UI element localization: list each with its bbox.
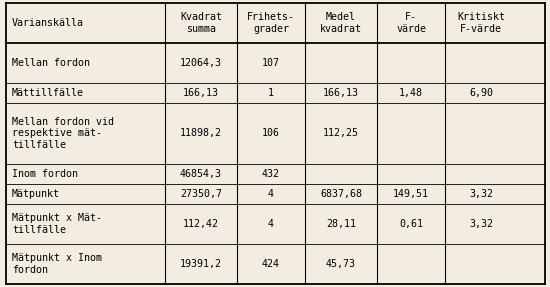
Text: 432: 432 xyxy=(262,169,280,179)
Text: 6837,68: 6837,68 xyxy=(320,189,362,199)
Text: 424: 424 xyxy=(262,259,280,269)
Text: 4: 4 xyxy=(268,189,274,199)
Text: 4: 4 xyxy=(268,219,274,229)
Text: 112,42: 112,42 xyxy=(183,219,219,229)
Text: 11898,2: 11898,2 xyxy=(180,129,222,138)
Text: 1,48: 1,48 xyxy=(399,88,423,98)
Text: 112,25: 112,25 xyxy=(323,129,359,138)
Text: Inom fordon: Inom fordon xyxy=(12,169,78,179)
Text: 6,90: 6,90 xyxy=(469,88,493,98)
Text: 46854,3: 46854,3 xyxy=(180,169,222,179)
Text: F-
värde: F- värde xyxy=(396,12,426,34)
Text: Frihets-
grader: Frihets- grader xyxy=(247,12,295,34)
Text: 166,13: 166,13 xyxy=(183,88,219,98)
Text: Mätpunkt: Mätpunkt xyxy=(12,189,60,199)
Text: 45,73: 45,73 xyxy=(326,259,356,269)
Text: Varianskälla: Varianskälla xyxy=(12,18,84,28)
Text: 19391,2: 19391,2 xyxy=(180,259,222,269)
Text: 12064,3: 12064,3 xyxy=(180,58,222,68)
Text: 3,32: 3,32 xyxy=(469,219,493,229)
Text: Mätpunkt x Mät-
tillfälle: Mätpunkt x Mät- tillfälle xyxy=(12,213,102,235)
Text: 107: 107 xyxy=(262,58,280,68)
Text: 28,11: 28,11 xyxy=(326,219,356,229)
Text: Mellan fordon: Mellan fordon xyxy=(12,58,90,68)
Text: Mätpunkt x Inom
fordon: Mätpunkt x Inom fordon xyxy=(12,253,102,275)
Text: 166,13: 166,13 xyxy=(323,88,359,98)
Text: 3,32: 3,32 xyxy=(469,189,493,199)
Text: 0,61: 0,61 xyxy=(399,219,423,229)
Text: Mättillfälle: Mättillfälle xyxy=(12,88,84,98)
Text: Mellan fordon vid
respektive mät-
tillfälle: Mellan fordon vid respektive mät- tillfä… xyxy=(12,117,114,150)
Text: 1: 1 xyxy=(268,88,274,98)
Text: 106: 106 xyxy=(262,129,280,138)
Text: Kvadrat
summa: Kvadrat summa xyxy=(180,12,222,34)
Text: Medel
kvadrat: Medel kvadrat xyxy=(320,12,362,34)
Text: Kritiskt
F-värde: Kritiskt F-värde xyxy=(457,12,505,34)
Text: 27350,7: 27350,7 xyxy=(180,189,222,199)
Text: 149,51: 149,51 xyxy=(393,189,429,199)
